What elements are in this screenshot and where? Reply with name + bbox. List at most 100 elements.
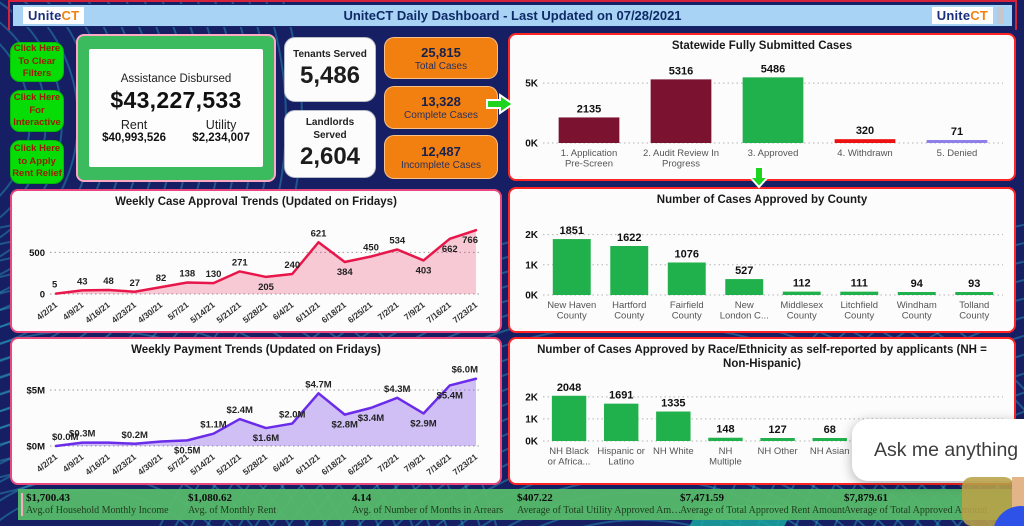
svg-text:5/28/21: 5/28/21 <box>241 451 270 477</box>
bottom-stats-bar: $1,700.43 Avg.of Household Monthly Incom… <box>18 489 1024 520</box>
logo-tab-decoration <box>997 7 1004 24</box>
assistance-disbursed-card: Assistance Disbursed $43,227,533 Rent $4… <box>76 34 276 182</box>
cases-by-race-card: Number of Cases Approved by Race/Ethnici… <box>508 337 1016 485</box>
svg-text:Latino: Latino <box>608 456 634 467</box>
svg-text:4/23/21: 4/23/21 <box>109 451 138 477</box>
svg-text:County: County <box>787 310 817 321</box>
svg-text:240: 240 <box>284 260 300 271</box>
rent-label: Rent <box>120 117 148 132</box>
svg-text:$6.0M: $6.0M <box>452 365 478 376</box>
svg-text:3. Approved: 3. Approved <box>748 148 799 159</box>
logo-text-unite: Unite <box>28 8 62 23</box>
svg-text:130: 130 <box>206 269 222 280</box>
svg-text:5486: 5486 <box>761 63 785 75</box>
approval-chart-title: Weekly Case Approval Trends (Updated on … <box>115 196 397 208</box>
incomplete-cases-label: Incomplete Cases <box>400 159 482 171</box>
svg-text:4. Withdrawn: 4. Withdrawn <box>837 148 892 159</box>
svg-text:NH Other: NH Other <box>758 446 798 457</box>
svg-text:Tolland: Tolland <box>959 300 989 311</box>
svg-text:138: 138 <box>179 268 195 279</box>
svg-text:82: 82 <box>156 273 167 284</box>
race-chart-title: Number of Cases Approved by Race/Ethnici… <box>537 344 987 370</box>
ask-me-anything-input[interactable]: Ask me anything <box>852 419 1024 481</box>
stat-value: $1,700.43 <box>26 492 70 504</box>
svg-text:127: 127 <box>768 424 786 436</box>
svg-text:$2.4M: $2.4M <box>227 405 253 416</box>
cases-by-county-card: Number of Cases Approved by County 0K 1K 2… <box>508 187 1016 333</box>
total-cases-value: 25,815 <box>421 44 461 60</box>
svg-text:27: 27 <box>129 278 140 289</box>
svg-text:Hispanic or: Hispanic or <box>597 446 645 457</box>
svg-text:6/11/21: 6/11/21 <box>294 299 322 324</box>
county-chart-title: Number of Cases Approved by County <box>656 194 868 206</box>
svg-text:71: 71 <box>951 126 963 138</box>
weekly-payment-trends-card: Weekly Payment Trends (Updated on Friday… <box>10 337 502 485</box>
stat-months-arrears: 4.14 Avg. of Number of Months in Arrears <box>352 492 512 516</box>
svg-text:7/2/21: 7/2/21 <box>376 299 401 322</box>
svg-text:662: 662 <box>442 244 458 255</box>
stat-value: $7,471.59 <box>680 492 724 504</box>
svg-text:450: 450 <box>363 242 379 253</box>
stat-value: 4.14 <box>352 492 372 504</box>
svg-text:6/25/21: 6/25/21 <box>346 451 375 477</box>
svg-text:$1.6M: $1.6M <box>253 433 279 444</box>
svg-text:2K: 2K <box>525 392 539 403</box>
landlords-served-label: Landlords Served <box>305 117 355 141</box>
svg-text:7/9/21: 7/9/21 <box>402 451 427 474</box>
svg-text:6/18/21: 6/18/21 <box>319 299 348 325</box>
svg-text:$2.0M: $2.0M <box>279 409 305 420</box>
svg-text:1622: 1622 <box>617 232 641 244</box>
svg-text:403: 403 <box>416 265 432 276</box>
utility-value: $2,234,007 <box>192 131 250 144</box>
svg-text:5: 5 <box>52 279 58 290</box>
svg-text:5/28/21: 5/28/21 <box>241 299 270 325</box>
svg-text:4/30/21: 4/30/21 <box>136 451 165 477</box>
svg-text:County: County <box>672 310 702 321</box>
svg-text:94: 94 <box>911 278 924 290</box>
stat-label: Average of Total Utility Approved Am… <box>517 505 682 516</box>
svg-text:4/9/21: 4/9/21 <box>61 451 86 474</box>
svg-text:384: 384 <box>337 267 354 278</box>
svg-text:4/2/21: 4/2/21 <box>34 451 59 474</box>
svg-text:5K: 5K <box>525 78 539 89</box>
svg-text:$5.4M: $5.4M <box>437 390 463 401</box>
svg-text:5. Denied: 5. Denied <box>937 148 978 159</box>
apply-rent-relief-button[interactable]: Click Here to Apply Rent Relief <box>10 140 64 184</box>
svg-text:$4.3M: $4.3M <box>384 384 410 395</box>
svg-text:Multiple: Multiple <box>709 456 742 467</box>
svg-text:New: New <box>735 300 754 311</box>
interactive-button[interactable]: Click Here For Interactive <box>10 90 64 132</box>
svg-text:2048: 2048 <box>557 381 581 393</box>
stat-label: Avg. of Number of Months in Arrears <box>352 505 504 516</box>
weekly-approval-line-chart[interactable]: 0 500 5 4/2/21 43 4/9/21 48 4/16/21 27 4/23/21 82 4… <box>14 210 498 328</box>
svg-text:1K: 1K <box>525 414 539 425</box>
svg-text:$1.1M: $1.1M <box>200 419 226 430</box>
svg-text:County: County <box>844 310 874 321</box>
svg-text:NH White: NH White <box>653 446 694 457</box>
svg-text:County: County <box>902 310 932 321</box>
unitect-logo-right: UniteCT <box>931 7 993 24</box>
svg-text:43: 43 <box>77 276 88 287</box>
svg-text:766: 766 <box>462 235 478 246</box>
stat-utility-approved: $407.22 Average of Total Utility Approve… <box>517 492 682 516</box>
svg-text:County: County <box>614 310 644 321</box>
svg-text:4/16/21: 4/16/21 <box>83 299 112 325</box>
weekly-payment-line-chart[interactable]: $0M $5M $0.0M 4/2/21 $0.3M 4/9/214/16/21 $0.2M… <box>14 358 498 480</box>
stat-label: Avg.of Household Monthly Income <box>26 505 169 516</box>
stat-total-approved: $7,879.61 Average of Total Approved Amou… <box>844 492 1004 516</box>
svg-text:5/7/21: 5/7/21 <box>166 299 191 322</box>
incomplete-cases-value: 12,487 <box>421 143 461 159</box>
svg-text:68: 68 <box>824 424 836 436</box>
outer-red-frame <box>8 0 1017 30</box>
svg-text:Fairfield: Fairfield <box>670 300 704 311</box>
svg-text:$2.9M: $2.9M <box>410 418 436 429</box>
svg-text:621: 621 <box>311 228 328 239</box>
svg-text:6/25/21: 6/25/21 <box>346 299 375 325</box>
clear-filters-button[interactable]: Click Here To Clear Filters <box>10 42 64 82</box>
stat-household-income: $1,700.43 Avg.of Household Monthly Incom… <box>26 492 186 516</box>
svg-text:Middlesex: Middlesex <box>780 300 823 311</box>
svg-text:County: County <box>557 310 587 321</box>
